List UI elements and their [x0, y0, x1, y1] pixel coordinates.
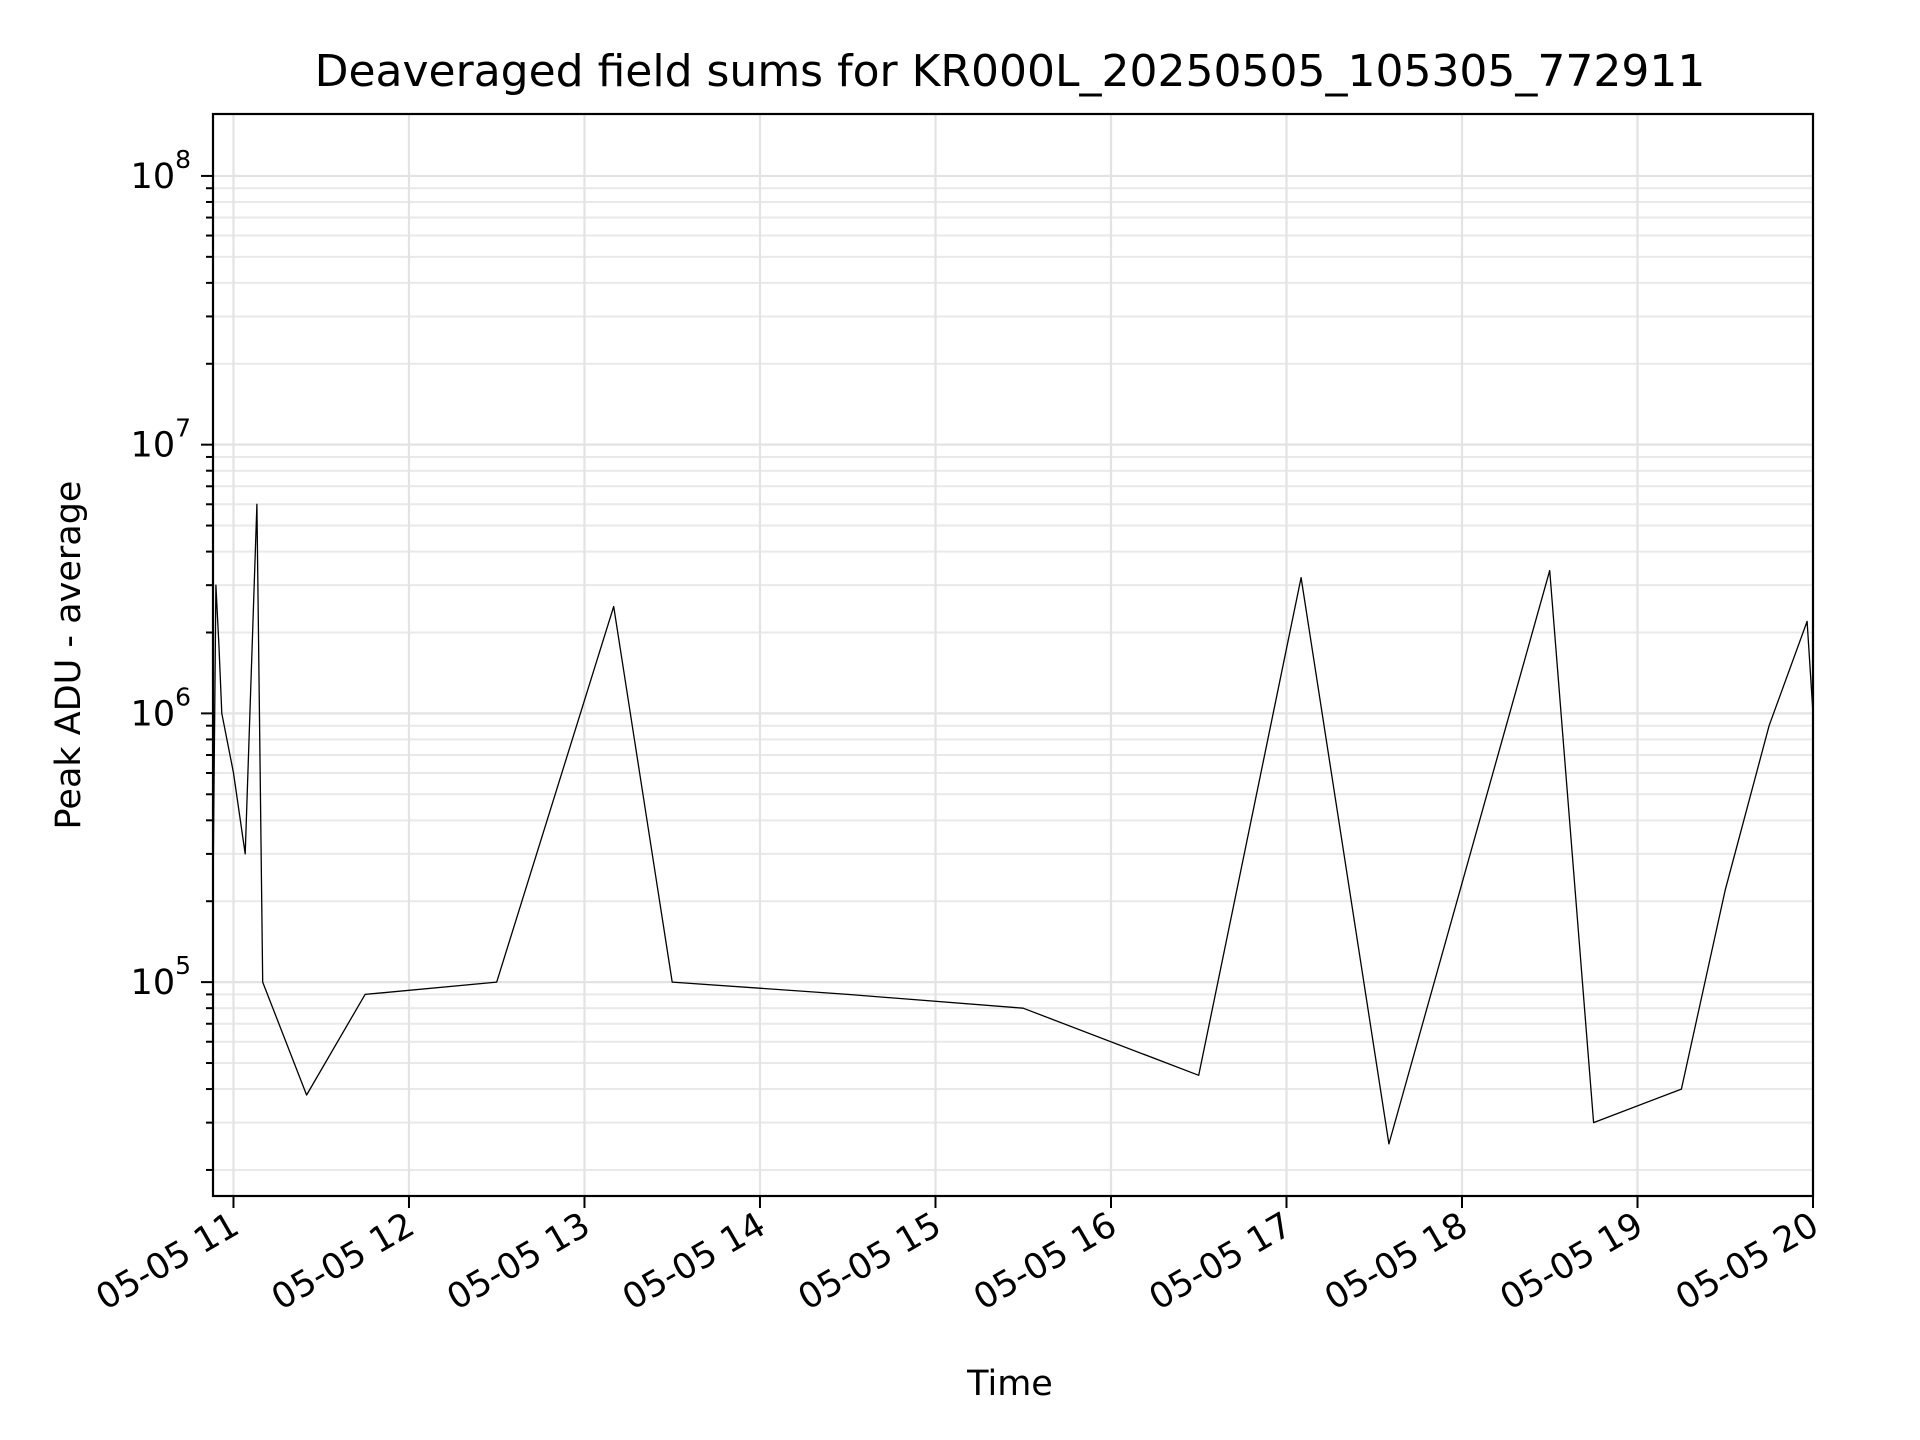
- x-tick-label: 05-05 19: [1494, 1205, 1650, 1318]
- y-axis: 105 106 107 108: [131, 145, 213, 1171]
- x-tick-label: 05-05 13: [441, 1205, 597, 1318]
- x-tick-label: 05-05 11: [90, 1205, 246, 1318]
- plot-area: [212, 503, 1814, 1145]
- y-tick-label: 105: [131, 951, 191, 1003]
- chart-title: Deaveraged field sums for KR000L_2025050…: [315, 46, 1706, 97]
- y-tick-label: 108: [131, 145, 191, 197]
- series-line: [212, 503, 1814, 1145]
- x-tick-label: 05-05 20: [1669, 1205, 1825, 1318]
- x-tick-label: 05-05 17: [1143, 1205, 1299, 1318]
- axes-frame: [211, 112, 1815, 1198]
- grid: [213, 114, 1815, 1196]
- x-tick-label: 05-05 16: [967, 1205, 1123, 1318]
- x-axis: 05-05 11 05-05 12 05-05 13 05-05 14 05-05 15…: [90, 1196, 1826, 1318]
- y-tick-label: 107: [131, 414, 191, 466]
- y-axis-label: Peak ADU - average: [49, 481, 89, 830]
- x-tick-label: 05-05 15: [792, 1205, 948, 1318]
- y-tick-label: 106: [131, 682, 191, 734]
- x-tick-label: 05-05 12: [265, 1205, 421, 1318]
- x-axis-label: Time: [966, 1364, 1053, 1404]
- x-tick-label: 05-05 18: [1318, 1205, 1474, 1318]
- x-tick-label: 05-05 14: [616, 1205, 772, 1318]
